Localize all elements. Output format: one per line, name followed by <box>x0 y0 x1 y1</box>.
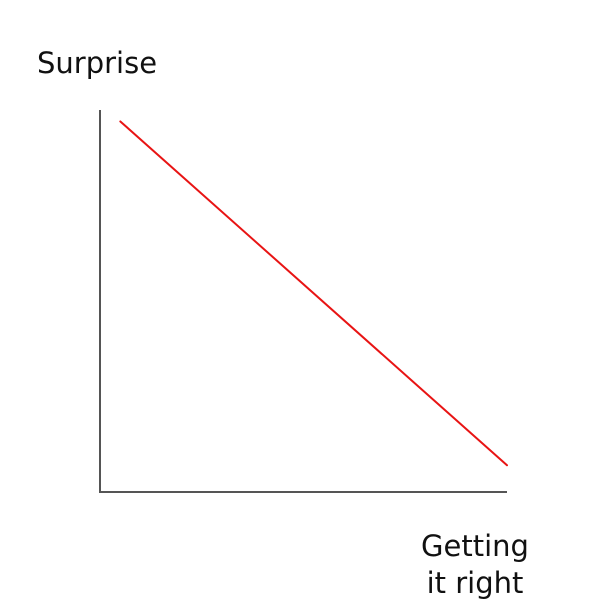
series-line-0 <box>119 120 508 467</box>
x-axis-label-line-1: Getting <box>421 529 529 563</box>
x-axis-label: Getting it right <box>410 528 540 602</box>
y-axis-label: Surprise <box>37 46 158 80</box>
x-axis-label-line-2: it right <box>426 566 524 600</box>
series-layer <box>119 120 508 467</box>
